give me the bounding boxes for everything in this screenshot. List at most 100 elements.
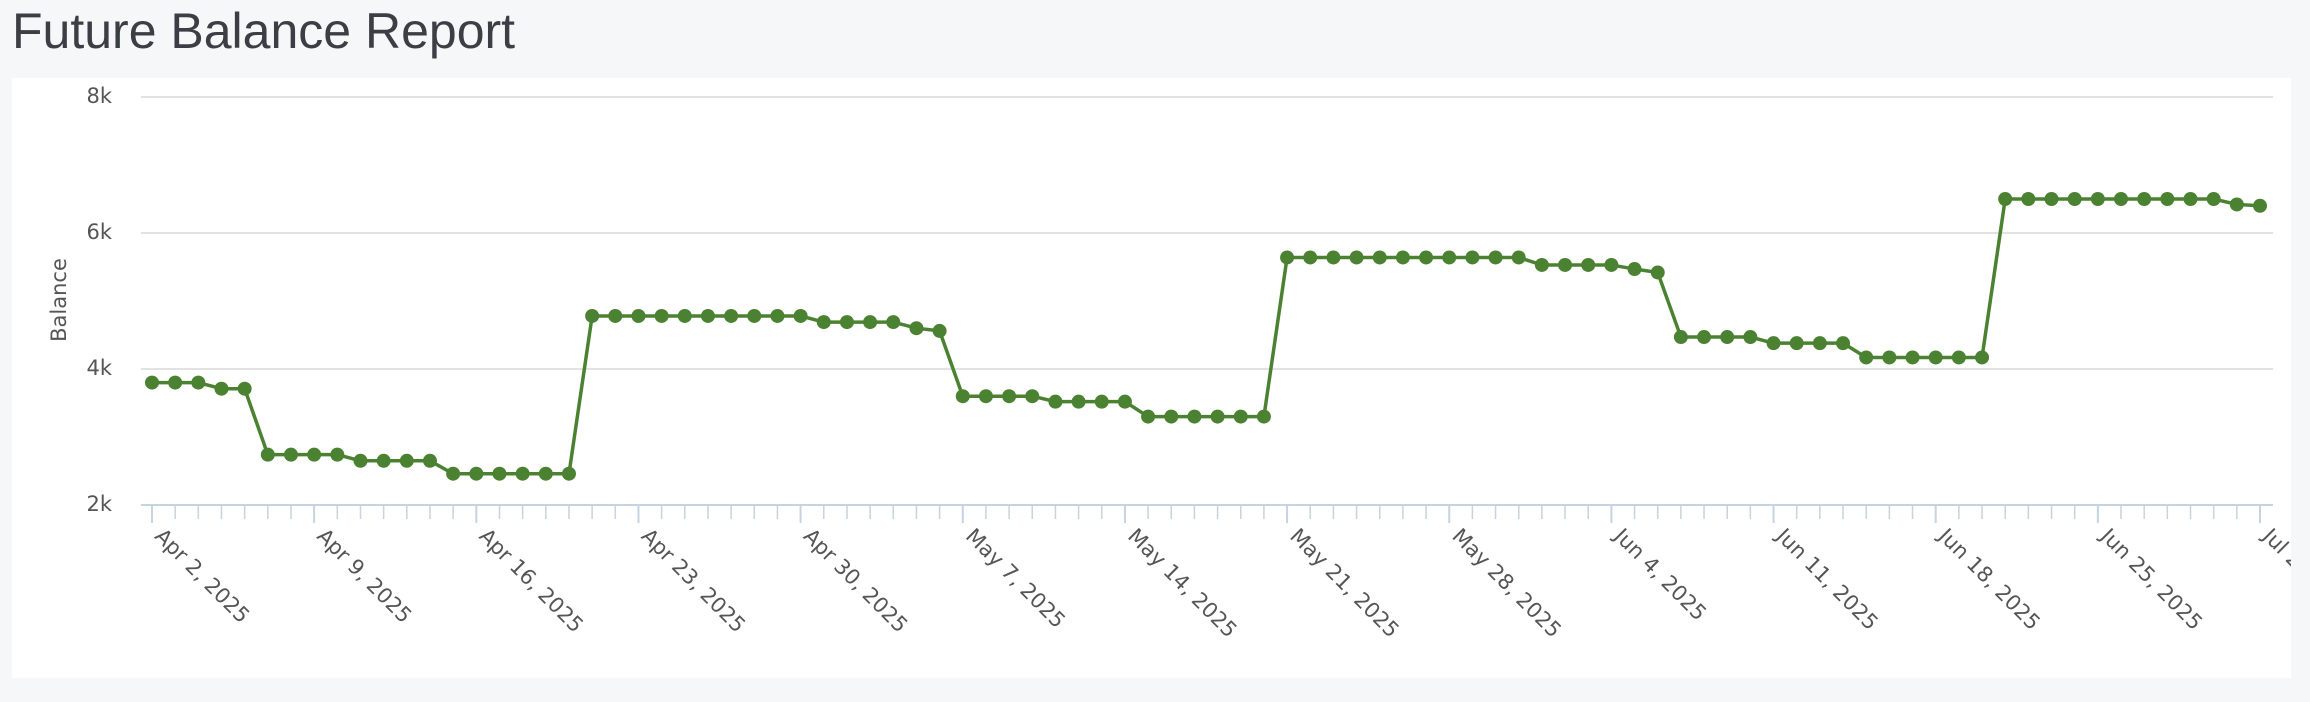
data-point <box>932 323 947 338</box>
data-point <box>260 447 275 462</box>
data-point <box>2137 192 2152 206</box>
data-point <box>1465 250 1480 265</box>
data-point <box>978 389 993 404</box>
data-point <box>631 308 646 323</box>
data-point <box>168 375 183 390</box>
data-point <box>330 447 345 462</box>
data-point <box>1743 330 1758 345</box>
x-tick-label: May 7, 2025 <box>961 524 1070 633</box>
data-point <box>1859 350 1874 365</box>
data-point <box>1395 250 1410 265</box>
data-point <box>1650 265 1665 280</box>
x-tick-label: Apr 9, 2025 <box>312 524 416 628</box>
data-point <box>1766 336 1781 351</box>
data-point <box>770 308 785 323</box>
data-point <box>515 466 530 481</box>
data-point <box>2183 192 2198 206</box>
data-point <box>2067 192 2082 206</box>
data-point <box>1141 409 1156 424</box>
data-point <box>1581 257 1596 272</box>
data-point <box>1349 250 1364 265</box>
data-point <box>446 466 461 481</box>
data-point <box>1280 250 1295 265</box>
data-point <box>1002 389 1017 404</box>
data-point <box>2044 192 2059 206</box>
data-point <box>1303 250 1318 265</box>
data-point <box>1697 330 1712 345</box>
data-point <box>191 375 206 390</box>
data-point <box>237 381 252 396</box>
data-point <box>353 453 368 468</box>
x-tick-label: Apr 2, 2025 <box>150 524 254 628</box>
data-point <box>2021 192 2036 206</box>
data-point <box>2114 192 2129 206</box>
data-point <box>816 315 831 330</box>
plot: Balance 2k 4k 6k 8k Apr 2, 2025 Apr 9, 2025 Ap… <box>47 84 2310 643</box>
data-point <box>1071 394 1086 409</box>
data-point <box>1488 250 1503 265</box>
data-point <box>1117 394 1132 409</box>
x-tick-label: Apr 16, 2025 <box>475 524 589 638</box>
data-point <box>955 389 970 404</box>
data-point <box>561 466 576 481</box>
data-point <box>608 308 623 323</box>
data-point <box>307 447 322 462</box>
data-point <box>585 308 600 323</box>
data-point <box>145 375 159 390</box>
data-point <box>2090 192 2105 206</box>
data-point <box>1812 336 1827 351</box>
y-axis-label: Balance <box>47 258 71 342</box>
data-point <box>1720 330 1735 345</box>
x-tick-label: Apr 23, 2025 <box>637 524 751 638</box>
data-point <box>1836 336 1851 351</box>
x-tick-label: May 28, 2025 <box>1447 524 1566 643</box>
data-point <box>1187 409 1202 424</box>
data-point <box>700 308 715 323</box>
y-tick-label: 8k <box>86 84 112 108</box>
x-tick-label: Jun 18, 2025 <box>1932 522 2044 634</box>
data-point <box>839 315 854 330</box>
data-point <box>492 466 507 481</box>
x-tick-label: Jul 2, 2025 <box>2257 522 2310 620</box>
data-point <box>1882 350 1897 365</box>
data-point <box>2206 192 2221 206</box>
data-point <box>1673 330 1688 345</box>
x-tick-label: May 21, 2025 <box>1285 524 1404 643</box>
x-tick-label: Jun 11, 2025 <box>1770 522 1882 634</box>
data-point <box>1998 192 2013 206</box>
data-point <box>1975 350 1990 365</box>
data-point <box>422 453 437 468</box>
data-point <box>283 447 298 462</box>
data-point <box>1048 394 1063 409</box>
data-point <box>1442 250 1457 265</box>
data-point <box>909 321 924 336</box>
data-point <box>1372 250 1387 265</box>
data-point <box>886 315 901 330</box>
data-point <box>1025 389 1040 404</box>
chart-panel <box>12 78 2291 678</box>
data-point <box>1094 394 1109 409</box>
data-point <box>793 308 808 323</box>
x-tick-label: Jun 25, 2025 <box>2095 522 2207 634</box>
x-tick-label: Jun 4, 2025 <box>1608 522 1711 625</box>
data-point <box>1164 409 1179 424</box>
data-point <box>1419 250 1434 265</box>
data-point <box>469 466 484 481</box>
data-point <box>1534 257 1549 272</box>
data-point <box>1627 262 1642 277</box>
data-point <box>1928 350 1943 365</box>
data-point <box>1789 336 1804 351</box>
data-point <box>1233 409 1248 424</box>
data-point <box>1326 250 1341 265</box>
data-point <box>538 466 553 481</box>
data-point <box>214 381 229 396</box>
data-point <box>2160 192 2175 206</box>
data-point <box>863 315 878 330</box>
data-point <box>2229 197 2244 212</box>
data-point <box>1558 257 1573 272</box>
data-point <box>1604 257 1619 272</box>
data-point <box>677 308 692 323</box>
data-point <box>1511 250 1526 265</box>
